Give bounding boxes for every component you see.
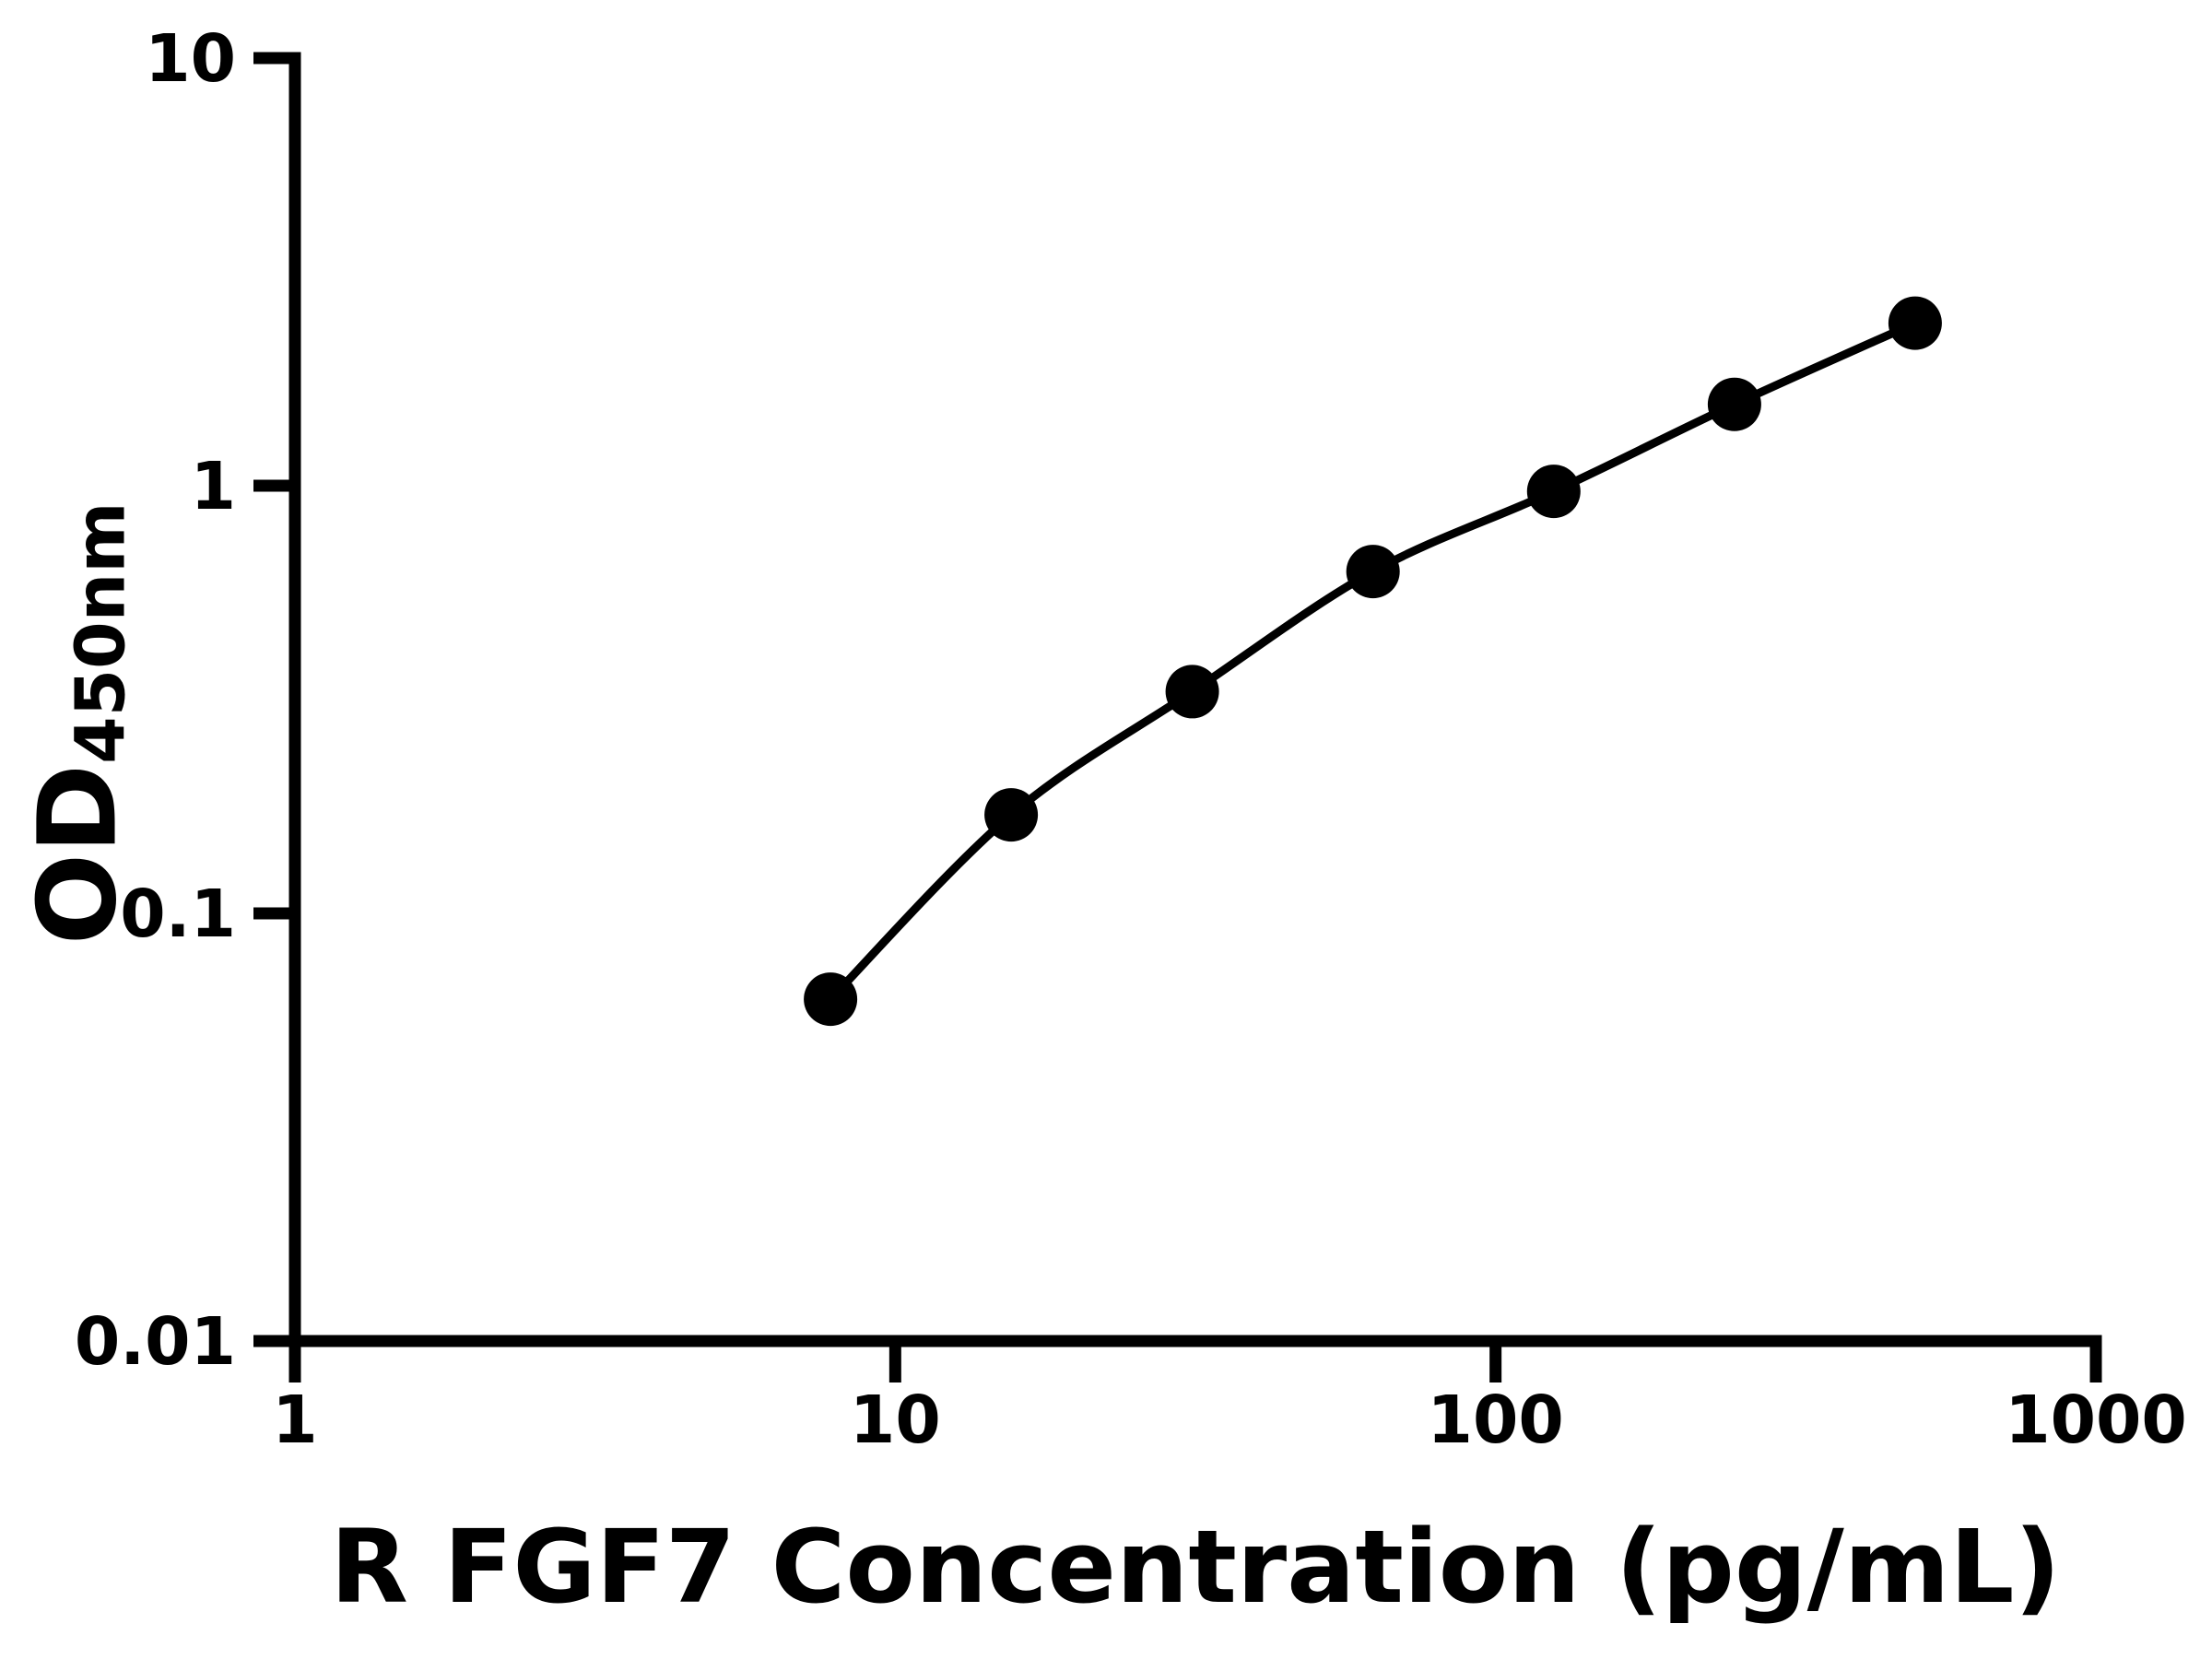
y-tick-label: 1 bbox=[191, 448, 236, 524]
y-tick-label: 0.01 bbox=[75, 1303, 236, 1380]
x-tick-label: 100 bbox=[1428, 1382, 1564, 1458]
data-point bbox=[1707, 377, 1761, 431]
axis-ticks bbox=[253, 52, 2102, 1382]
axis-tick-labels: 0.01 0.1 1 10 1 10 100 1000 bbox=[75, 20, 2187, 1458]
data-point bbox=[1526, 465, 1581, 519]
x-tick-label: 10 bbox=[850, 1382, 941, 1458]
axes bbox=[288, 52, 2102, 1347]
fit-curve-group bbox=[827, 319, 1917, 1003]
data-points-group bbox=[804, 296, 1942, 1027]
y-axis-title-subscript: 450nm bbox=[61, 501, 141, 764]
x-tick-label: 1 bbox=[272, 1382, 317, 1458]
x-axis-title: R FGF7 Concentration (pg/mL) bbox=[330, 1508, 2061, 1626]
y-axis-title: OD 450nm bbox=[14, 501, 141, 946]
data-point bbox=[984, 788, 1039, 842]
data-point bbox=[1888, 296, 1942, 350]
y-axis-title-main: OD bbox=[14, 763, 141, 946]
y-tick-label: 0.1 bbox=[120, 876, 236, 952]
data-point bbox=[1165, 665, 1219, 719]
x-tick-label: 1000 bbox=[2005, 1382, 2187, 1458]
data-point bbox=[1346, 545, 1400, 599]
data-point bbox=[804, 972, 858, 1027]
fit-curve bbox=[827, 319, 1917, 1003]
y-tick-label: 10 bbox=[145, 20, 236, 97]
